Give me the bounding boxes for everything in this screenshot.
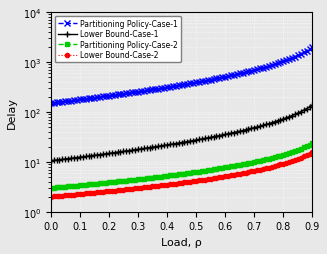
Y-axis label: Delay: Delay <box>7 97 17 128</box>
X-axis label: Load, ρ: Load, ρ <box>161 237 202 247</box>
Lower Bound-Case-2 <box>305 154 309 157</box>
Lower Bound-Case-1 <box>310 104 314 107</box>
Lower Bound-Case-2 <box>116 189 120 192</box>
Partitioning Policy-Case-1 <box>110 94 114 98</box>
Lower Bound-Case-1 <box>110 152 114 155</box>
Partitioning Policy-Case-1 <box>270 64 274 67</box>
Partitioning Policy-Case-2 <box>81 184 85 187</box>
Partitioning Policy-Case-1 <box>310 47 314 50</box>
Line: Partitioning Policy-Case-1: Partitioning Policy-Case-1 <box>48 45 315 106</box>
Lower Bound-Case-2 <box>81 193 85 196</box>
Line: Partitioning Policy-Case-2: Partitioning Policy-Case-2 <box>49 141 315 190</box>
Lower Bound-Case-1 <box>305 108 309 111</box>
Lower Bound-Case-2 <box>270 166 274 169</box>
Lower Bound-Case-1 <box>81 156 85 159</box>
Lower Bound-Case-1 <box>116 151 120 154</box>
Lower Bound-Case-1 <box>302 109 306 112</box>
Partitioning Policy-Case-2 <box>116 180 120 183</box>
Partitioning Policy-Case-1 <box>116 93 120 97</box>
Partitioning Policy-Case-1 <box>302 52 306 55</box>
Line: Lower Bound-Case-1: Lower Bound-Case-1 <box>48 103 315 164</box>
Partitioning Policy-Case-1 <box>305 50 309 53</box>
Lower Bound-Case-2 <box>110 189 114 193</box>
Lower Bound-Case-2 <box>302 155 306 158</box>
Partitioning Policy-Case-2 <box>49 187 53 190</box>
Lower Bound-Case-1 <box>49 160 53 163</box>
Partitioning Policy-Case-2 <box>305 145 309 148</box>
Partitioning Policy-Case-2 <box>110 181 114 184</box>
Partitioning Policy-Case-2 <box>310 142 314 145</box>
Line: Lower Bound-Case-2: Lower Bound-Case-2 <box>49 150 315 199</box>
Lower Bound-Case-2 <box>310 151 314 154</box>
Legend: Partitioning Policy-Case-1, Lower Bound-Case-1, Partitioning Policy-Case-2, Lowe: Partitioning Policy-Case-1, Lower Bound-… <box>55 17 181 63</box>
Partitioning Policy-Case-2 <box>302 146 306 149</box>
Partitioning Policy-Case-2 <box>270 157 274 160</box>
Lower Bound-Case-2 <box>49 195 53 198</box>
Partitioning Policy-Case-1 <box>49 102 53 105</box>
Partitioning Policy-Case-1 <box>81 98 85 101</box>
Lower Bound-Case-1 <box>270 122 274 125</box>
